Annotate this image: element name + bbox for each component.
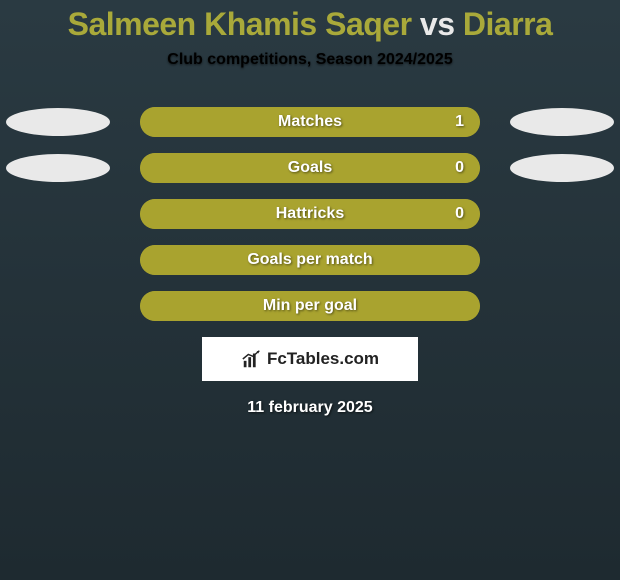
- bars-container: Matches1Goals0Hattricks0Goals per matchM…: [0, 107, 620, 321]
- stat-bar: Hattricks0: [140, 199, 480, 229]
- stat-bar: Goals0: [140, 153, 480, 183]
- subtitle: Club competitions, Season 2024/2025: [0, 51, 620, 69]
- player2-marker: [510, 108, 614, 136]
- stat-value: 0: [455, 159, 464, 177]
- player1-marker: [6, 154, 110, 182]
- chart-icon: [241, 348, 263, 370]
- stat-label: Goals: [140, 159, 480, 177]
- stat-row: Goals per match: [0, 245, 620, 275]
- content-wrapper: Salmeen Khamis Saqer vs Diarra Club comp…: [0, 0, 620, 580]
- logo-box: FcTables.com: [202, 337, 418, 381]
- stat-row: Goals0: [0, 153, 620, 183]
- player1-marker: [6, 108, 110, 136]
- logo-text: FcTables.com: [267, 349, 379, 369]
- stat-label: Matches: [140, 113, 480, 131]
- title-player2: Diarra: [463, 6, 553, 42]
- player2-marker: [510, 154, 614, 182]
- stat-label: Goals per match: [140, 251, 480, 269]
- stat-label: Min per goal: [140, 297, 480, 315]
- stat-label: Hattricks: [140, 205, 480, 223]
- stat-row: Hattricks0: [0, 199, 620, 229]
- date-text: 11 february 2025: [0, 399, 620, 417]
- stat-value: 0: [455, 205, 464, 223]
- stat-row: Min per goal: [0, 291, 620, 321]
- page-title: Salmeen Khamis Saqer vs Diarra: [0, 0, 620, 43]
- title-vs: vs: [420, 6, 455, 42]
- stat-bar: Min per goal: [140, 291, 480, 321]
- stat-bar: Goals per match: [140, 245, 480, 275]
- stat-value: 1: [455, 113, 464, 131]
- stat-bar: Matches1: [140, 107, 480, 137]
- stat-row: Matches1: [0, 107, 620, 137]
- title-player1: Salmeen Khamis Saqer: [68, 6, 412, 42]
